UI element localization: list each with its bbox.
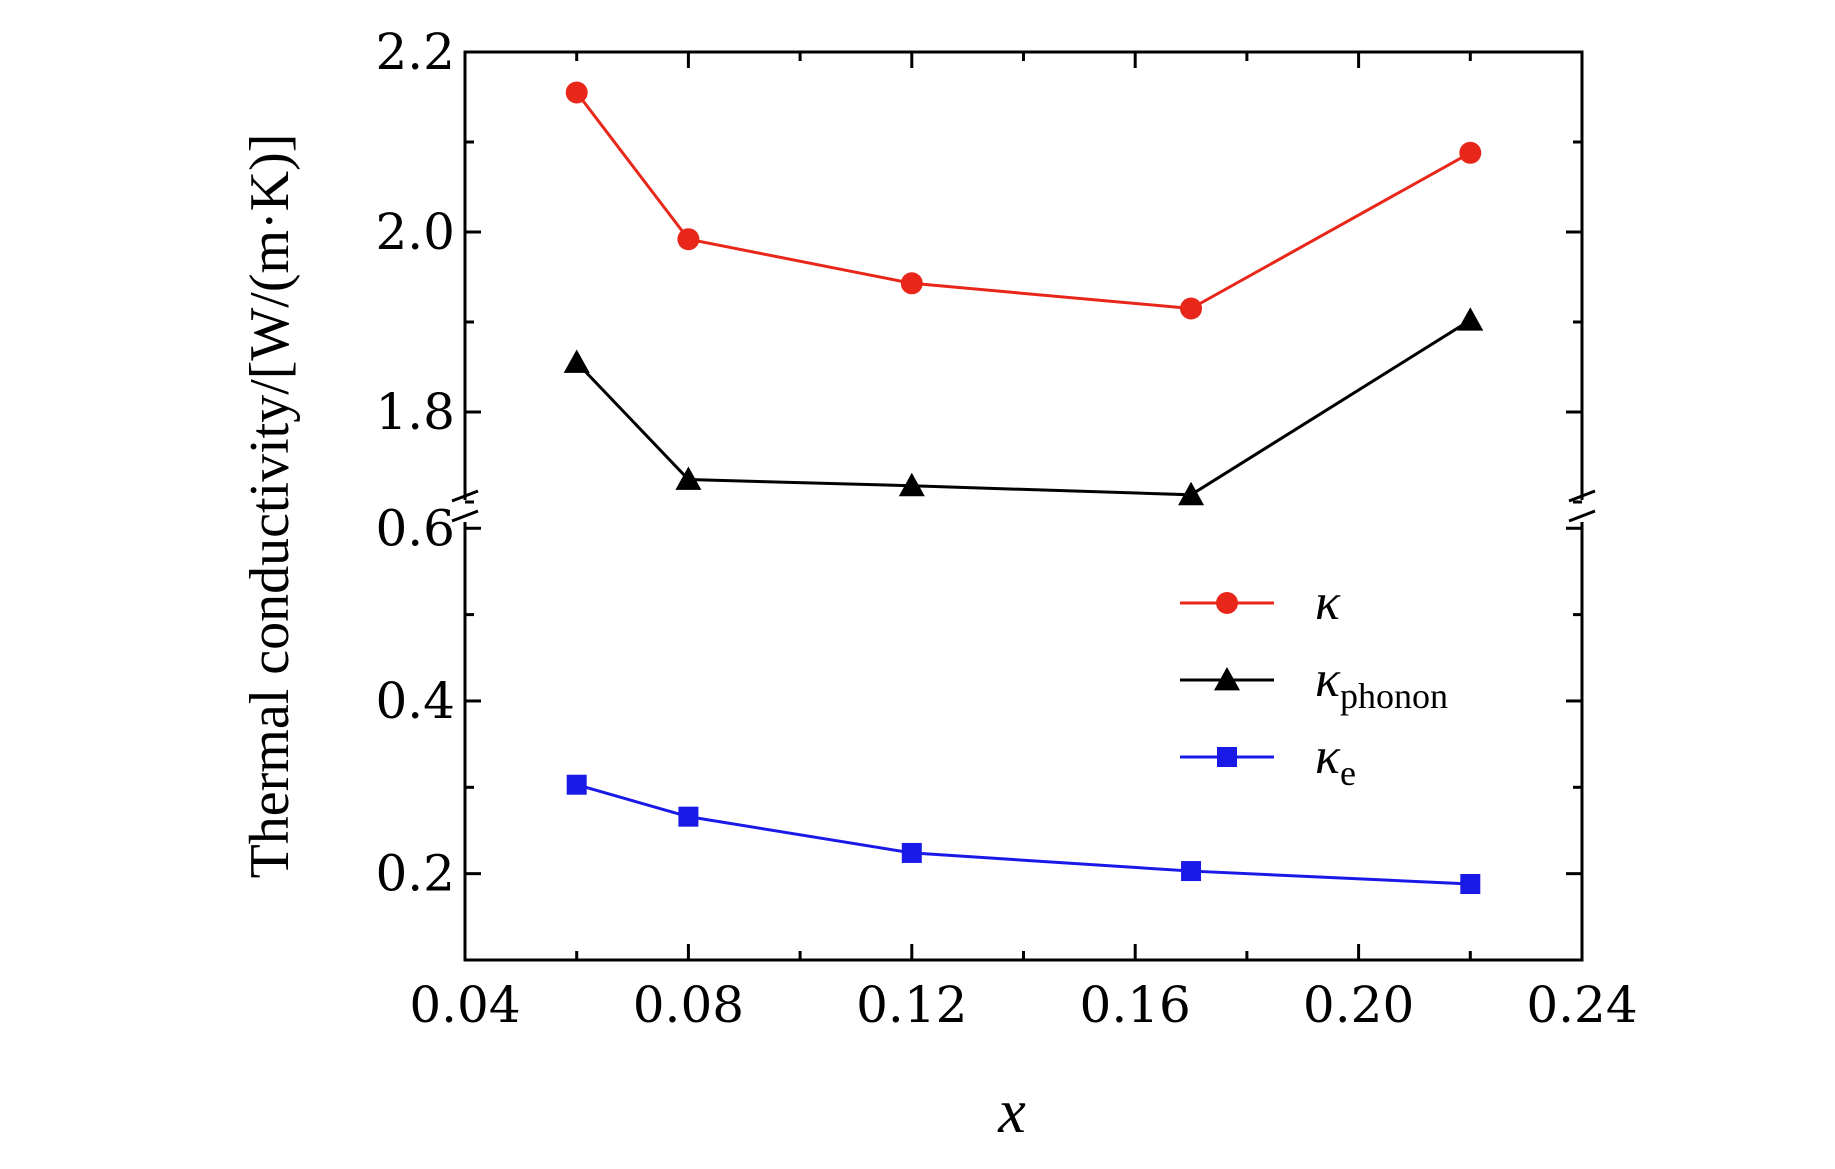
axis-break-mark [1568, 509, 1596, 523]
legend-label-main: κ [1315, 728, 1341, 785]
axis-break-mark [451, 509, 479, 523]
x-tick-label: 0.12 [856, 976, 967, 1034]
legend-marker [1216, 592, 1238, 614]
series-line [576, 783, 1471, 886]
axis-break-mark [451, 489, 479, 503]
data-point [1457, 307, 1484, 331]
y-lower-tick-label: 0.2 [375, 845, 455, 903]
data-point [1181, 861, 1202, 882]
legend-label: κ [1315, 574, 1341, 631]
x-axis-title: x [997, 1078, 1026, 1146]
data-point [565, 81, 588, 104]
data-point [1459, 141, 1482, 164]
data-point [566, 774, 587, 795]
legend-label: κphonon [1315, 651, 1448, 716]
axis-break-marks [451, 489, 1596, 523]
data-point [563, 349, 590, 373]
x-tick-label: 0.04 [409, 976, 520, 1034]
y-upper-tick-label: 2.2 [375, 23, 455, 81]
legend-label-main: κ [1315, 651, 1341, 708]
series-1 [563, 307, 1484, 506]
x-tick-label: 0.16 [1080, 976, 1191, 1034]
y-lower-tick-label: 0.4 [375, 672, 455, 730]
x-tick-label: 0.08 [633, 976, 744, 1034]
axis-ticks [463, 50, 1584, 960]
y-upper-tick-label: 2.0 [375, 203, 455, 261]
y-upper-tick-label: 1.8 [375, 383, 455, 441]
data-point [898, 472, 925, 497]
x-tick-label: 0.24 [1526, 976, 1637, 1034]
data-point [1180, 297, 1203, 320]
x-tick-label: 0.20 [1303, 976, 1414, 1034]
legend-label-sub: phonon [1340, 676, 1448, 716]
legend-label-sub: e [1340, 753, 1356, 793]
series-layer [563, 81, 1484, 895]
legend-item: κphonon [1180, 651, 1448, 716]
y-lower-tick-label: 0.6 [375, 499, 455, 557]
legend-marker [1214, 667, 1240, 691]
series-line [575, 318, 1472, 497]
legend-marker [1217, 747, 1237, 767]
legend-item: κ [1180, 574, 1341, 631]
data-point [901, 842, 922, 863]
data-point [1460, 874, 1481, 895]
data-point [675, 466, 702, 490]
legend-label: κe [1315, 728, 1356, 793]
data-point [1178, 481, 1205, 506]
axis-break-mark [1568, 489, 1596, 503]
data-point [677, 228, 700, 251]
data-point [678, 806, 699, 827]
series-0 [565, 81, 1482, 320]
legend-item: κe [1180, 728, 1356, 793]
series-line [575, 91, 1472, 311]
axis-break-gap [455, 500, 1592, 522]
legend-label-main: κ [1315, 574, 1341, 631]
y-axis-title: Thermal conductivity/[W/(m·K)] [239, 134, 301, 879]
data-point [900, 272, 923, 295]
series-2 [566, 774, 1481, 895]
tick-labels: 0.04 0.08 0.12 0.16 0.20 0.24 1.8 2.0 2.2 0.2 0.4 0… [375, 23, 1637, 1034]
